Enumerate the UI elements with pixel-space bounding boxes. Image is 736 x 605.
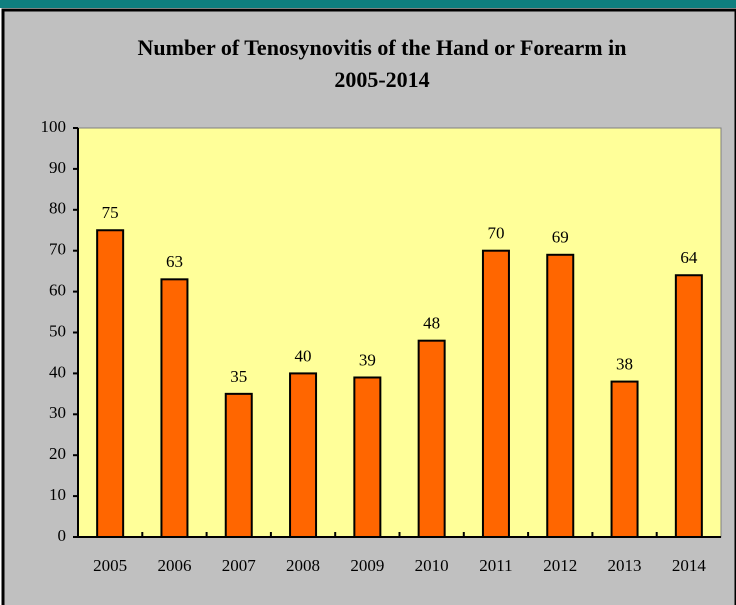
x-tick-label: 2013 [608,556,642,575]
top-strip [0,0,736,8]
chart-title: Number of Tenosynovitis of the Hand or F… [138,35,627,60]
value-label: 40 [295,346,312,365]
y-tick-label: 10 [49,485,66,504]
x-tick-label: 2007 [222,556,257,575]
bar [160,278,189,538]
y-tick-label: 0 [58,526,67,545]
bar [546,253,575,538]
value-label: 48 [423,314,440,333]
value-label: 70 [487,224,504,243]
value-label: 38 [616,354,633,373]
value-label: 63 [166,252,183,271]
y-tick-label: 30 [49,403,66,422]
x-tick-label: 2008 [286,556,320,575]
x-tick-label: 2006 [157,556,191,575]
y-tick-label: 20 [49,444,66,463]
y-tick-label: 80 [49,199,66,218]
bar [353,376,382,538]
value-label: 64 [680,248,698,267]
value-label: 75 [102,203,119,222]
value-label: 35 [230,367,247,386]
y-tick-label: 90 [49,158,66,177]
x-tick-label: 2010 [415,556,449,575]
x-tick-label: 2011 [479,556,512,575]
y-tick-label: 40 [49,362,66,381]
x-tick-label: 2012 [543,556,577,575]
x-tick-label: 2009 [350,556,384,575]
bar [224,392,253,538]
bar [417,339,446,538]
bar [96,229,125,538]
x-tick-label: 2005 [93,556,127,575]
bar [610,380,639,538]
bar [674,274,703,538]
value-label: 69 [552,228,569,247]
y-tick-label: 50 [49,321,66,340]
y-tick-label: 100 [41,117,67,136]
value-label: 39 [359,350,376,369]
x-tick-label: 2014 [672,556,707,575]
y-tick-label: 60 [49,281,66,300]
y-tick-label: 70 [49,240,66,259]
chart-title: 2005-2014 [334,67,429,92]
bar [481,249,510,538]
bar [289,372,318,538]
